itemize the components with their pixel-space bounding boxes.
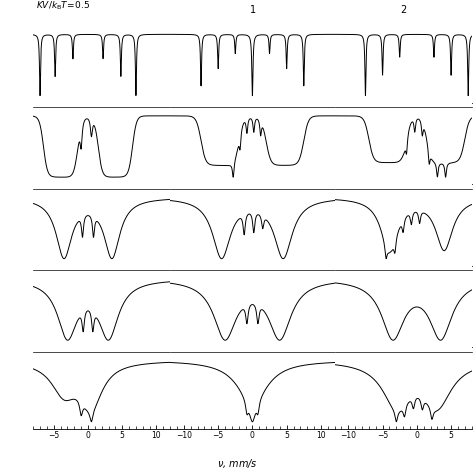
Text: $\nu$, mm/s: $\nu$, mm/s — [217, 457, 257, 470]
Text: $KV/k_{\rm B}T\!=\!0.5$: $KV/k_{\rm B}T\!=\!0.5$ — [36, 0, 90, 11]
Text: $2$: $2$ — [400, 3, 407, 15]
Text: $1$: $1$ — [249, 3, 256, 15]
